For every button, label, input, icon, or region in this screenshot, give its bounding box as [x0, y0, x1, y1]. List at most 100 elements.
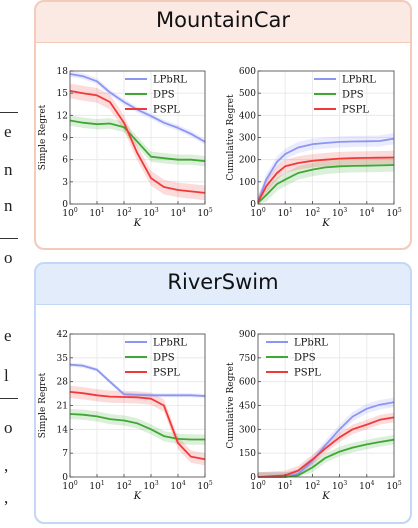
y-tick-label: 0	[250, 473, 256, 483]
x-tick-label: 102	[116, 480, 131, 492]
legend-label: DPS	[342, 90, 364, 101]
edge-rule	[0, 398, 18, 400]
x-axis-label: K	[321, 491, 330, 502]
legend: LPbRL DPS PSPL	[125, 338, 187, 379]
y-tick-label: 0	[250, 200, 256, 210]
edge-rule	[0, 238, 18, 240]
y-tick-label: 600	[239, 378, 256, 388]
x-tick-label: 102	[305, 480, 320, 492]
x-tick-label: 102	[305, 207, 320, 219]
page-edge-text: e n n o e l o , ,	[0, 0, 20, 528]
x-tick-label: 105	[386, 207, 401, 219]
confidence-band	[70, 71, 205, 145]
y-axis-label: Simple Regret	[38, 372, 48, 438]
confidence-band	[258, 158, 394, 204]
riverswim-simple-regret-chart: 0 7 14 21 28 35 42 100 101 102 103 104 105 K Simple Re…	[38, 330, 213, 502]
x-tick-label: 100	[250, 207, 265, 219]
y-tick-label: 28	[57, 378, 69, 388]
y-tick-label: 15	[57, 89, 69, 99]
panel-title: RiverSwim	[167, 270, 279, 294]
x-tick-label: 104	[359, 480, 374, 492]
y-tick-label: 400	[239, 111, 256, 121]
x-tick-label: 105	[197, 207, 212, 219]
mountaincar-simple-regret-chart: 0 3 6 9 12 15 18 100 101 102 103 104 105 K Simple Regr…	[38, 67, 213, 229]
y-axis-label: Simple Regret	[38, 104, 48, 170]
y-tick-label: 600	[239, 67, 256, 77]
edge-fragment: o	[4, 248, 13, 267]
series-line	[69, 391, 206, 461]
confidence-band	[258, 397, 394, 477]
x-tick-label: 103	[332, 207, 347, 219]
x-tick-label: 100	[250, 480, 265, 492]
y-tick-label: 21	[57, 402, 68, 412]
series-line	[257, 137, 395, 203]
y-tick-label: 100	[239, 178, 256, 188]
legend-label: LPbRL	[153, 338, 187, 349]
edge-rule	[0, 112, 18, 114]
y-tick-label: 200	[239, 156, 256, 166]
y-tick-label: 150	[239, 449, 256, 459]
riverswim-cumulative-regret-chart: 0 150 300 450 600 750 900 100 101 102 103 104 105 K Cu…	[226, 330, 402, 502]
edge-fragment: e	[4, 122, 12, 141]
legend-label: PSPL	[294, 368, 321, 379]
series-line	[257, 156, 395, 203]
legend: LPbRL DPS PSPL	[314, 75, 376, 116]
x-tick-label: 104	[170, 207, 185, 219]
series-line	[69, 413, 205, 441]
x-tick-label: 103	[143, 480, 158, 492]
y-tick-label: 450	[239, 402, 256, 412]
edge-fragment: ,	[4, 456, 9, 475]
edge-fragment: ,	[4, 488, 9, 507]
x-tick-label: 101	[278, 207, 293, 219]
edge-fragment: l	[4, 366, 9, 385]
series-line	[69, 363, 206, 397]
y-tick-label: 9	[62, 134, 68, 144]
y-tick-label: 42	[57, 330, 68, 340]
x-tick-label: 105	[197, 480, 212, 492]
series-line	[257, 164, 395, 204]
x-tick-label: 104	[170, 480, 185, 492]
legend-label: DPS	[294, 353, 316, 364]
legend: LPbRL DPS PSPL	[125, 75, 187, 116]
legend-label: PSPL	[342, 105, 369, 116]
x-axis-label: K	[133, 218, 142, 229]
y-tick-label: 6	[62, 156, 68, 166]
y-axis-label: Cumulative Regret	[226, 94, 236, 181]
panel-divider	[36, 42, 410, 43]
x-tick-label: 101	[89, 480, 104, 492]
y-axis-label: Cumulative Regret	[226, 362, 236, 449]
x-axis-label: K	[321, 218, 330, 229]
y-tick-label: 18	[57, 67, 69, 77]
edge-fragment: e	[4, 326, 12, 345]
y-tick-label: 0	[62, 200, 68, 210]
edge-fragment: o	[4, 418, 13, 437]
confidence-band	[70, 83, 205, 201]
y-tick-label: 7	[62, 449, 68, 459]
y-tick-label: 12	[57, 111, 68, 121]
legend-label: LPbRL	[153, 75, 187, 86]
panel-title: MountainCar	[156, 8, 290, 32]
x-tick-label: 101	[278, 480, 293, 492]
y-tick-label: 900	[239, 330, 256, 340]
legend-label: DPS	[153, 90, 175, 101]
series-line	[258, 438, 395, 478]
y-tick-label: 500	[239, 89, 256, 99]
x-tick-label: 103	[143, 207, 158, 219]
y-tick-label: 14	[57, 425, 69, 435]
y-tick-label: 750	[239, 354, 256, 364]
edge-fragment: n	[4, 160, 13, 179]
x-tick-label: 101	[89, 207, 104, 219]
x-tick-label: 102	[116, 207, 131, 219]
y-tick-label: 35	[57, 354, 69, 364]
y-tick-label: 300	[239, 425, 256, 435]
x-tick-label: 100	[62, 207, 77, 219]
legend-label: PSPL	[153, 105, 180, 116]
series-line	[69, 119, 206, 162]
legend: LPbRL DPS PSPL	[266, 338, 328, 379]
legend-label: LPbRL	[342, 75, 376, 86]
series-line	[69, 90, 206, 194]
legend-label: DPS	[153, 353, 175, 364]
legend-label: PSPL	[153, 368, 180, 379]
legend-label: LPbRL	[294, 338, 328, 349]
